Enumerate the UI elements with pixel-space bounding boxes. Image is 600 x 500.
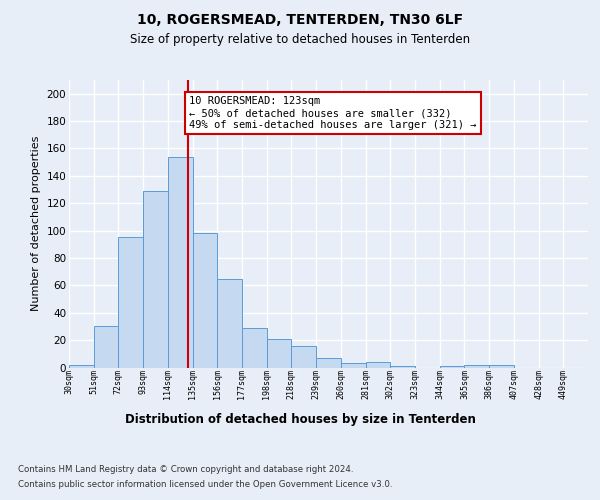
Bar [489,365,514,368]
Text: Distribution of detached houses by size in Tenterden: Distribution of detached houses by size … [125,412,475,426]
Bar [316,358,341,368]
Bar [390,366,415,368]
Bar [242,328,267,368]
Bar [464,365,489,368]
Text: Size of property relative to detached houses in Tenterden: Size of property relative to detached ho… [130,32,470,46]
Text: Contains HM Land Registry data © Crown copyright and database right 2024.: Contains HM Land Registry data © Crown c… [18,465,353,474]
Bar [217,278,242,368]
Text: 10 ROGERSMEAD: 123sqm
← 50% of detached houses are smaller (332)
49% of semi-det: 10 ROGERSMEAD: 123sqm ← 50% of detached … [189,96,476,130]
Bar [118,238,143,368]
Y-axis label: Number of detached properties: Number of detached properties [31,136,41,312]
Bar [365,362,390,368]
Bar [292,346,316,368]
Bar [69,365,94,368]
Bar [193,234,217,368]
Text: Contains public sector information licensed under the Open Government Licence v3: Contains public sector information licen… [18,480,392,489]
Bar [143,191,168,368]
Bar [94,326,118,368]
Bar [267,339,292,368]
Bar [440,366,464,368]
Text: 10, ROGERSMEAD, TENTERDEN, TN30 6LF: 10, ROGERSMEAD, TENTERDEN, TN30 6LF [137,12,463,26]
Bar [341,364,365,368]
Bar [168,156,193,368]
